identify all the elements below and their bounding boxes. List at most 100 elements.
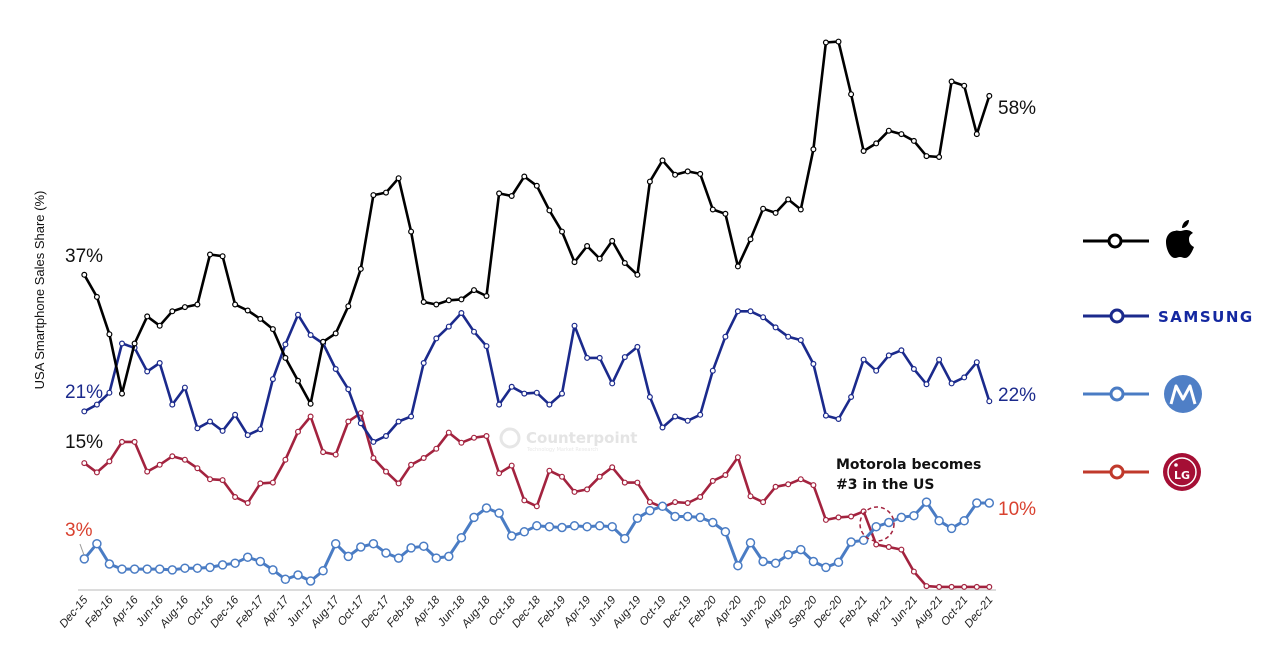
motorola-data-point bbox=[657, 501, 668, 512]
samsung-data-point bbox=[181, 384, 188, 391]
motorola-data-point bbox=[180, 563, 190, 573]
lg-data-point bbox=[194, 465, 201, 472]
samsung-data-point bbox=[747, 308, 754, 315]
lg-data-point bbox=[646, 499, 653, 506]
motorola-data-point bbox=[821, 562, 831, 573]
lg-data-point bbox=[156, 461, 163, 468]
samsung-data-point bbox=[810, 360, 817, 367]
samsung-end-label: 22% bbox=[998, 385, 1036, 406]
lg-data-point bbox=[810, 482, 817, 489]
lg-data-point bbox=[835, 514, 842, 521]
samsung-data-point bbox=[822, 412, 829, 419]
watermark-tagline: Technology Market Research bbox=[526, 447, 598, 453]
lg-data-point bbox=[986, 583, 993, 590]
apple-data-point bbox=[244, 307, 251, 314]
apple-data-point bbox=[219, 253, 226, 260]
apple-logo-icon bbox=[1166, 220, 1194, 258]
motorola-data-point bbox=[318, 566, 328, 576]
motorola-data-point bbox=[142, 564, 152, 574]
apple-data-point bbox=[471, 287, 478, 294]
samsung-data-point bbox=[646, 394, 653, 401]
motorola-data-point bbox=[217, 560, 228, 570]
samsung-line bbox=[83, 309, 991, 444]
samsung-data-point bbox=[257, 426, 264, 433]
motorola-data-point bbox=[758, 556, 768, 567]
motorola-data-point bbox=[255, 556, 266, 567]
apple-data-point bbox=[923, 153, 930, 160]
motorola-data-point bbox=[92, 538, 102, 549]
apple-data-point bbox=[584, 243, 591, 250]
samsung-data-point bbox=[106, 389, 113, 396]
series-layer bbox=[79, 38, 995, 590]
lg-data-point bbox=[672, 499, 679, 506]
apple-data-point bbox=[672, 171, 679, 178]
apple-data-point bbox=[93, 293, 100, 300]
samsung-data-point bbox=[986, 398, 993, 405]
apple-data-point bbox=[345, 303, 352, 310]
apple-data-point bbox=[571, 259, 578, 266]
lg-data-point bbox=[885, 543, 892, 550]
lg-data-point bbox=[722, 472, 729, 479]
lg-data-point bbox=[433, 445, 440, 452]
samsung-data-point bbox=[345, 386, 352, 393]
lg-data-point bbox=[395, 480, 402, 487]
apple-data-point bbox=[458, 296, 465, 303]
samsung-data-point bbox=[169, 401, 176, 408]
samsung-data-point bbox=[722, 333, 729, 340]
motorola-data-point bbox=[330, 538, 341, 549]
legend-item-motorola bbox=[1083, 375, 1202, 413]
lg-data-point bbox=[93, 469, 100, 476]
apple-data-point bbox=[433, 301, 440, 308]
samsung-data-point bbox=[835, 416, 842, 423]
motorola-data-point bbox=[708, 517, 718, 528]
lg-data-point bbox=[584, 486, 591, 493]
motorola-crossover-highlight bbox=[859, 506, 895, 542]
lg-data-point bbox=[558, 473, 565, 480]
motorola-data-point bbox=[205, 562, 215, 573]
lg-logo-text: LG bbox=[1174, 469, 1190, 482]
motorola-data-point bbox=[305, 576, 316, 586]
apple-data-point bbox=[848, 91, 855, 98]
apple-data-point bbox=[910, 137, 917, 144]
lg-data-point bbox=[345, 418, 352, 425]
apple-data-point bbox=[169, 308, 176, 315]
samsung-data-point bbox=[521, 390, 528, 397]
apple-data-point bbox=[81, 271, 88, 278]
samsung-data-point bbox=[295, 311, 302, 318]
samsung-data-point bbox=[332, 366, 339, 373]
lg-data-point bbox=[332, 451, 339, 458]
lg-data-point bbox=[383, 468, 390, 475]
legend-marker-apple bbox=[1107, 233, 1123, 249]
motorola-data-point bbox=[884, 517, 894, 528]
apple-data-point bbox=[659, 157, 666, 164]
lg-data-point bbox=[370, 455, 377, 462]
lg-data-point bbox=[936, 583, 943, 590]
samsung-data-point bbox=[672, 413, 679, 420]
lg-data-point bbox=[257, 480, 264, 487]
motorola-data-point bbox=[909, 510, 919, 521]
samsung-data-point bbox=[408, 413, 415, 420]
motorola-data-point bbox=[418, 541, 429, 551]
lg-data-point bbox=[546, 467, 553, 474]
samsung-data-point bbox=[232, 411, 239, 418]
lg-data-point bbox=[408, 461, 415, 468]
samsung-data-point bbox=[709, 367, 716, 374]
apple-data-point bbox=[948, 78, 955, 85]
motorola-data-point bbox=[494, 508, 504, 518]
motorola-data-point bbox=[682, 511, 693, 522]
samsung-data-point bbox=[244, 432, 251, 439]
apple-data-point bbox=[822, 39, 829, 46]
lg-logo-icon: LG bbox=[1163, 453, 1201, 491]
lg-data-point bbox=[420, 455, 427, 462]
samsung-data-point bbox=[207, 418, 214, 425]
motorola-data-point bbox=[368, 538, 379, 549]
samsung-data-point bbox=[508, 383, 515, 390]
lg-data-point bbox=[822, 516, 829, 523]
apple-data-point bbox=[936, 154, 943, 161]
series-samsung bbox=[81, 308, 993, 445]
motorola-data-point bbox=[431, 553, 442, 563]
motorola-data-point bbox=[519, 527, 530, 537]
motorola-logo-icon bbox=[1164, 375, 1202, 413]
watermark-name: Counterpoint bbox=[526, 429, 637, 447]
samsung-data-point bbox=[558, 390, 565, 397]
